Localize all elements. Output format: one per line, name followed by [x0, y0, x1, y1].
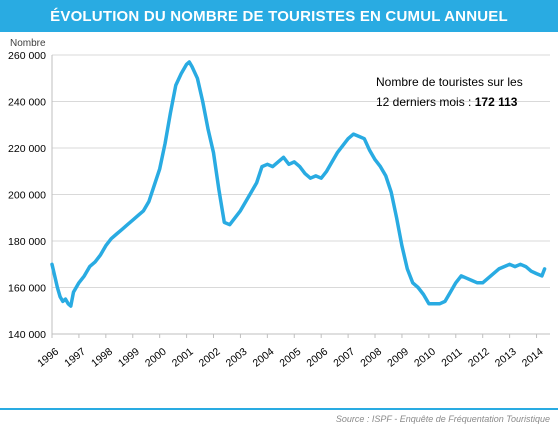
x-tick-label: 2005 — [278, 346, 304, 370]
page-title: ÉVOLUTION DU NOMBRE DE TOURISTES EN CUMU… — [0, 0, 558, 32]
y-tick-label: 140 000 — [8, 329, 46, 341]
y-tick-label: 220 000 — [8, 143, 46, 155]
y-tick-label: 200 000 — [8, 190, 46, 202]
x-tick-label: 2008 — [358, 346, 384, 370]
gridlines — [51, 54, 550, 335]
x-tick-label: 1997 — [62, 346, 88, 370]
x-tick-label: 2002 — [197, 346, 223, 370]
x-tick-label: 2007 — [331, 346, 357, 370]
x-tick-label: 2010 — [412, 346, 438, 370]
x-tick-label: 2003 — [224, 346, 250, 370]
x-tick-label: 2014 — [520, 346, 546, 370]
annotation-line1: Nombre de touristes sur les — [376, 75, 523, 89]
annotation-line2: 12 derniers mois : 172 113 — [376, 92, 523, 112]
x-tick-label: 2013 — [493, 346, 519, 370]
annotation-value: 172 113 — [474, 95, 518, 109]
annotation-line2-prefix: 12 derniers mois : — [376, 95, 475, 109]
x-tick-label: 1999 — [116, 346, 142, 370]
source-note: Source : ISPF - Enquête de Fréquentation… — [335, 414, 550, 424]
annotation-box: Nombre de touristes sur les 12 derniers … — [376, 72, 523, 112]
x-tick-label: 2000 — [143, 346, 169, 370]
y-tick-label: 260 000 — [8, 50, 46, 62]
x-tick-label: 2009 — [385, 346, 411, 370]
x-tick-label: 2012 — [466, 346, 492, 370]
x-axis-ticks: 1996 1997 1998 1999 2000 2001 2002 2003 2004 2005… — [35, 334, 546, 370]
y-tick-label: 160 000 — [8, 283, 46, 295]
x-tick-label: 2001 — [170, 346, 196, 370]
x-tick-label: 1998 — [89, 346, 115, 370]
y-tick-label: 240 000 — [8, 97, 46, 109]
x-tick-label: 2004 — [251, 346, 277, 370]
y-tick-label: 180 000 — [8, 236, 46, 248]
series-line — [50, 60, 547, 308]
y-axis-ticks: 140 000 160 000 180 000 200 000 220 000 240 0… — [8, 50, 46, 341]
footer-divider — [0, 408, 558, 410]
line-chart: Nombre 140 000 160 000 180 000 200 000 220 0… — [8, 38, 550, 370]
x-tick-label: 1996 — [35, 346, 61, 370]
y-axis-label: Nombre — [10, 38, 46, 49]
x-tick-label: 2011 — [439, 346, 464, 369]
x-tick-label: 2006 — [304, 346, 330, 370]
